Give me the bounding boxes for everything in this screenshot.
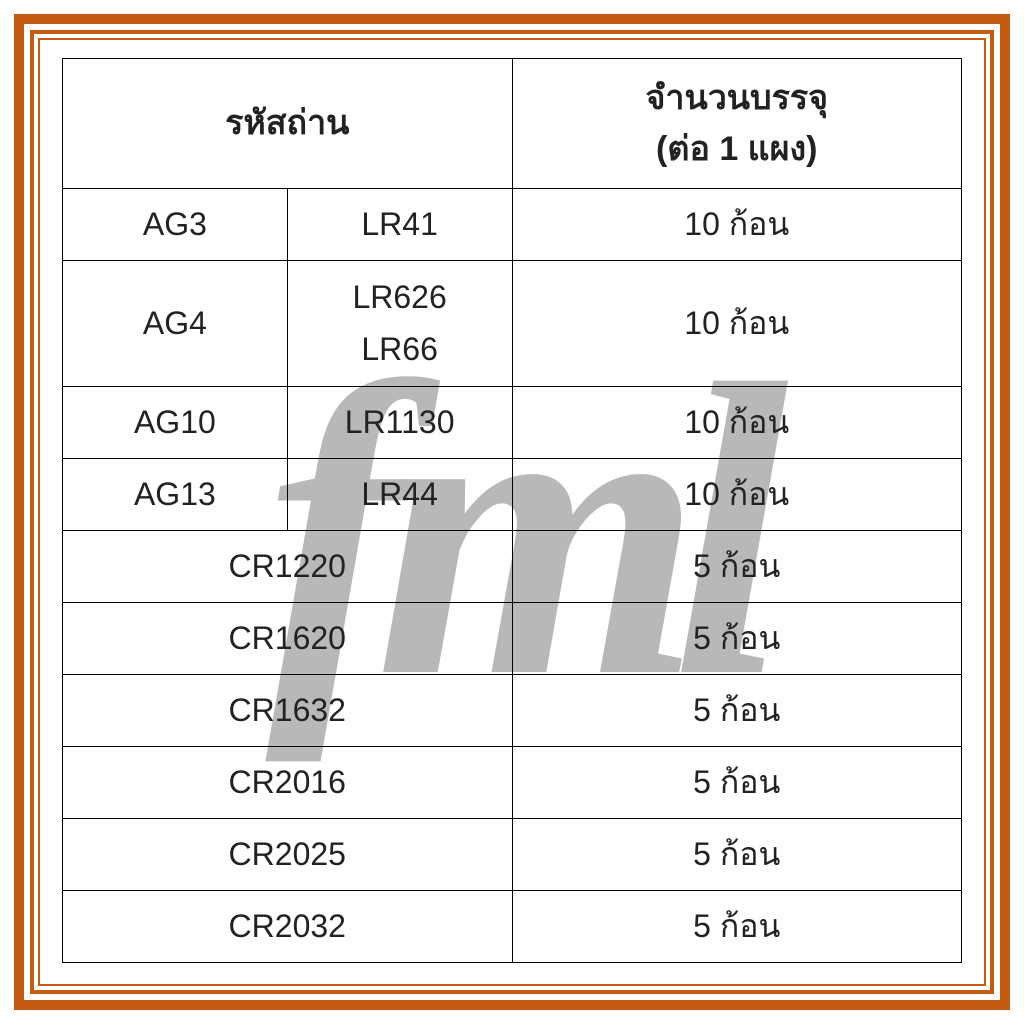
table-row: CR1220 5 ก้อน	[63, 531, 962, 603]
cell-code-b: LR626 LR66	[287, 261, 512, 387]
cell-code-merged: CR2032	[63, 891, 513, 963]
page-root: fml รหัสถ่าน จำนวนบรรจุ (ต่อ 1 แผง)	[0, 0, 1024, 1024]
cell-qty: 5 ก้อน	[512, 531, 962, 603]
table-row: CR1632 5 ก้อน	[63, 675, 962, 747]
cell-code-a: AG4	[63, 261, 288, 387]
table-row: AG3 LR41 10 ก้อน	[63, 189, 962, 261]
header-qty: จำนวนบรรจุ (ต่อ 1 แผง)	[512, 59, 962, 189]
cell-qty: 5 ก้อน	[512, 891, 962, 963]
cell-code-merged: CR1620	[63, 603, 513, 675]
table-row: CR1620 5 ก้อน	[63, 603, 962, 675]
battery-table: รหัสถ่าน จำนวนบรรจุ (ต่อ 1 แผง) AG3 LR41…	[62, 58, 962, 963]
cell-qty: 10 ก้อน	[512, 189, 962, 261]
cell-code-merged: CR1220	[63, 531, 513, 603]
cell-code-merged: CR2016	[63, 747, 513, 819]
border-frame-outer: fml รหัสถ่าน จำนวนบรรจุ (ต่อ 1 แผง)	[14, 14, 1010, 1010]
table-row: CR2032 5 ก้อน	[63, 891, 962, 963]
border-frame-mid: fml รหัสถ่าน จำนวนบรรจุ (ต่อ 1 แผง)	[30, 30, 994, 994]
cell-code-merged: CR2025	[63, 819, 513, 891]
cell-code-b: LR41	[287, 189, 512, 261]
cell-code-a: AG13	[63, 459, 288, 531]
header-code: รหัสถ่าน	[63, 59, 513, 189]
cell-code-b-line1: LR626	[352, 279, 446, 315]
cell-code-b-line2: LR66	[361, 331, 438, 367]
cell-code-b: LR1130	[287, 387, 512, 459]
header-qty-line1: จำนวนบรรจุ	[645, 79, 828, 117]
table-row: AG4 LR626 LR66 10 ก้อน	[63, 261, 962, 387]
cell-code-b: LR44	[287, 459, 512, 531]
header-qty-line2: (ต่อ 1 แผง)	[656, 130, 817, 168]
table-row: CR2016 5 ก้อน	[63, 747, 962, 819]
cell-qty: 10 ก้อน	[512, 459, 962, 531]
table-header-row: รหัสถ่าน จำนวนบรรจุ (ต่อ 1 แผง)	[63, 59, 962, 189]
cell-code-a: AG3	[63, 189, 288, 261]
table-row: CR2025 5 ก้อน	[63, 819, 962, 891]
border-frame-inner: fml รหัสถ่าน จำนวนบรรจุ (ต่อ 1 แผง)	[38, 38, 986, 986]
cell-code-merged: CR1632	[63, 675, 513, 747]
cell-qty: 5 ก้อน	[512, 819, 962, 891]
cell-qty: 5 ก้อน	[512, 603, 962, 675]
table-row: AG10 LR1130 10 ก้อน	[63, 387, 962, 459]
cell-qty: 5 ก้อน	[512, 747, 962, 819]
cell-qty: 10 ก้อน	[512, 261, 962, 387]
cell-qty: 10 ก้อน	[512, 387, 962, 459]
cell-qty: 5 ก้อน	[512, 675, 962, 747]
table-row: AG13 LR44 10 ก้อน	[63, 459, 962, 531]
cell-code-a: AG10	[63, 387, 288, 459]
